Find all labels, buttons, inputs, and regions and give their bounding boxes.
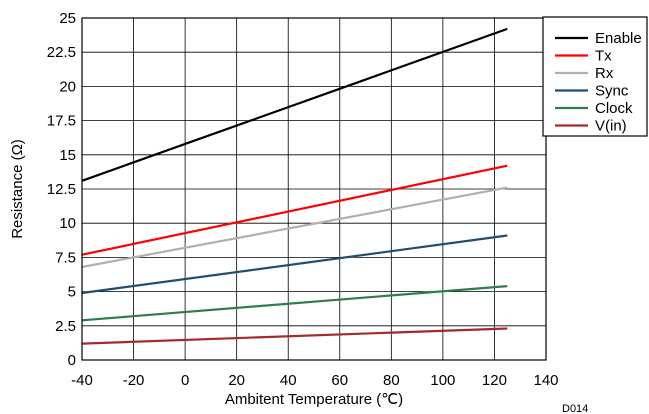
- x-tick-label: 80: [383, 372, 400, 389]
- x-axis-tick-labels: -40 -20 0 20 40 60 80 100 120 140: [71, 372, 558, 389]
- y-tick-label: 10: [59, 215, 76, 232]
- y-tick-label: 15: [59, 147, 76, 164]
- legend-label: Enable: [595, 30, 642, 47]
- x-tick-label: 20: [228, 372, 245, 389]
- x-axis-label: Ambitent Temperature (℃): [225, 391, 403, 408]
- x-tick-label: -20: [123, 372, 145, 389]
- x-tick-label: 40: [280, 372, 297, 389]
- series-line-clock: [81, 285, 508, 322]
- figure-id-watermark: D014: [562, 403, 588, 414]
- legend-label: Sync: [595, 83, 629, 100]
- series-line-enable: [81, 27, 508, 182]
- series-line-sync: [81, 234, 508, 295]
- legend-label: Clock: [595, 100, 633, 117]
- x-tick-label: 100: [430, 372, 455, 389]
- legend-box: [542, 16, 648, 137]
- x-tick-label: 140: [533, 372, 558, 389]
- y-tick-label: 2.5: [55, 318, 76, 335]
- y-tick-label: 7.5: [55, 249, 76, 266]
- legend-label: Rx: [595, 65, 614, 82]
- y-axis-tick-labels: 0 2.5 5 7.5 10 12.5 15 17.5 20 22.5 25: [47, 10, 76, 369]
- series-line-tx: [81, 164, 508, 256]
- legend-label: V(in): [595, 118, 627, 135]
- series-lines: [81, 27, 508, 345]
- y-tick-label: 17.5: [47, 113, 76, 130]
- series-line-vin: [81, 327, 508, 345]
- x-tick-label: 60: [331, 372, 348, 389]
- plot-area-frame: [81, 17, 547, 361]
- chart-grid: [81, 17, 547, 361]
- y-axis-label: Resistance (Ω): [9, 139, 26, 239]
- y-tick-label: 20: [59, 78, 76, 95]
- x-tick-label: -40: [71, 372, 93, 389]
- series-line-rx: [81, 186, 508, 269]
- y-tick-label: 5: [68, 284, 76, 301]
- x-tick-label: 0: [181, 372, 189, 389]
- y-tick-label: 12.5: [47, 181, 76, 198]
- legend-label: Tx: [595, 48, 612, 65]
- y-tick-label: 0: [68, 352, 76, 369]
- y-tick-label: 22.5: [47, 44, 76, 61]
- y-tick-label: 25: [59, 10, 76, 27]
- x-tick-label: 120: [482, 372, 507, 389]
